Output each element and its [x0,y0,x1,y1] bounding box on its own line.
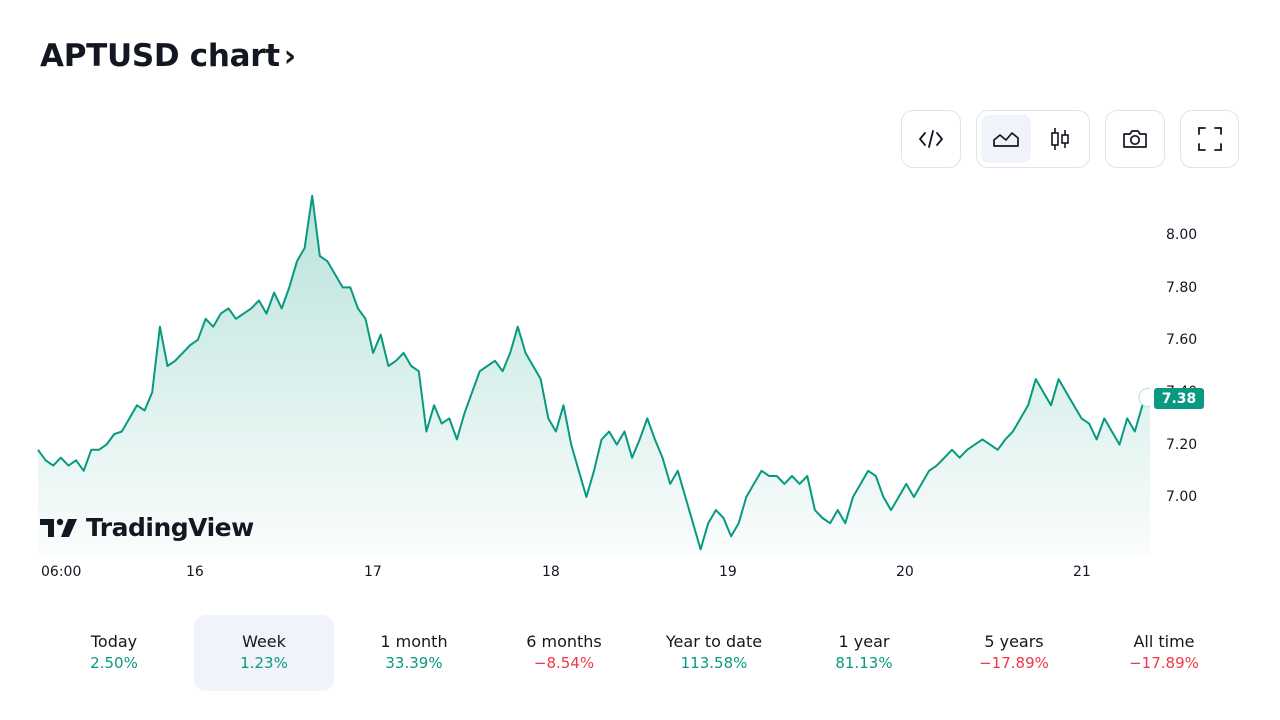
price-chart[interactable] [0,180,1150,555]
period-performance-bar: Today 2.50% Week 1.23% 1 month 33.39% 6 … [40,615,1240,691]
snapshot-button[interactable] [1105,110,1165,168]
y-axis-tick: 7.00 [1166,489,1198,505]
tradingview-logo[interactable]: TradingView [40,513,254,542]
price-area-fill [38,195,1150,555]
period-change: −17.89% [979,654,1049,672]
y-axis-tick: 7.20 [1166,437,1198,453]
fullscreen-icon [1197,127,1222,151]
period-change: 113.58% [680,654,748,672]
code-icon [919,130,943,148]
y-axis-tick: 8.00 [1166,227,1198,243]
period-1-year[interactable]: 1 year 81.13% [794,615,934,691]
period-change: 2.50% [90,654,138,672]
period-label: Week [242,632,286,651]
period-all-time[interactable]: All time −17.89% [1094,615,1234,691]
price-line [37,194,1150,551]
chart-type-switcher [976,110,1090,168]
period-label: 5 years [984,632,1044,651]
period-5-years[interactable]: 5 years −17.89% [944,615,1084,691]
period-label: 1 month [380,632,448,651]
period-1-month[interactable]: 1 month 33.39% [344,615,484,691]
x-axis-tick: 20 [896,564,914,580]
period-label: 1 year [838,632,890,651]
area-chart-button[interactable] [981,115,1031,163]
tradingview-logo-text: TradingView [86,513,254,542]
x-axis-tick: 19 [719,564,737,580]
period-change: −17.89% [1129,654,1199,672]
page-title[interactable]: APTUSD chart › [40,38,296,74]
period-label: All time [1133,632,1195,651]
x-axis-tick: 17 [364,564,382,580]
candlestick-chart-button[interactable] [1035,115,1085,163]
x-axis-tick: 18 [542,564,560,580]
chevron-right-icon: › [283,38,296,74]
candlestick-icon [1051,128,1069,150]
period-label: Year to date [665,632,763,651]
area-chart-icon [993,132,1019,147]
period-label: Today [90,632,138,651]
period-year-to-date[interactable]: Year to date 113.58% [644,615,784,691]
y-axis-tick: 7.60 [1166,332,1198,348]
x-axis-tick: 16 [186,564,204,580]
period-change: 1.23% [240,654,288,672]
period-change: 33.39% [385,654,443,672]
camera-icon [1123,130,1147,148]
period-change: 81.13% [835,654,893,672]
embed-button[interactable] [901,110,961,168]
period-change: −8.54% [533,654,595,672]
period-6-months[interactable]: 6 months −8.54% [494,615,634,691]
fullscreen-button[interactable] [1180,110,1239,168]
period-today[interactable]: Today 2.50% [44,615,184,691]
y-axis-tick: 7.80 [1166,280,1198,296]
period-week[interactable]: Week 1.23% [194,615,334,691]
x-axis-tick: 06:00 [41,564,82,580]
period-label: 6 months [526,632,602,651]
last-price-label: 7.38 [1154,388,1204,409]
last-price-marker [1138,387,1150,407]
page-title-text: APTUSD chart [40,38,280,74]
tradingview-logo-icon [40,518,77,537]
x-axis-tick: 21 [1073,564,1091,580]
